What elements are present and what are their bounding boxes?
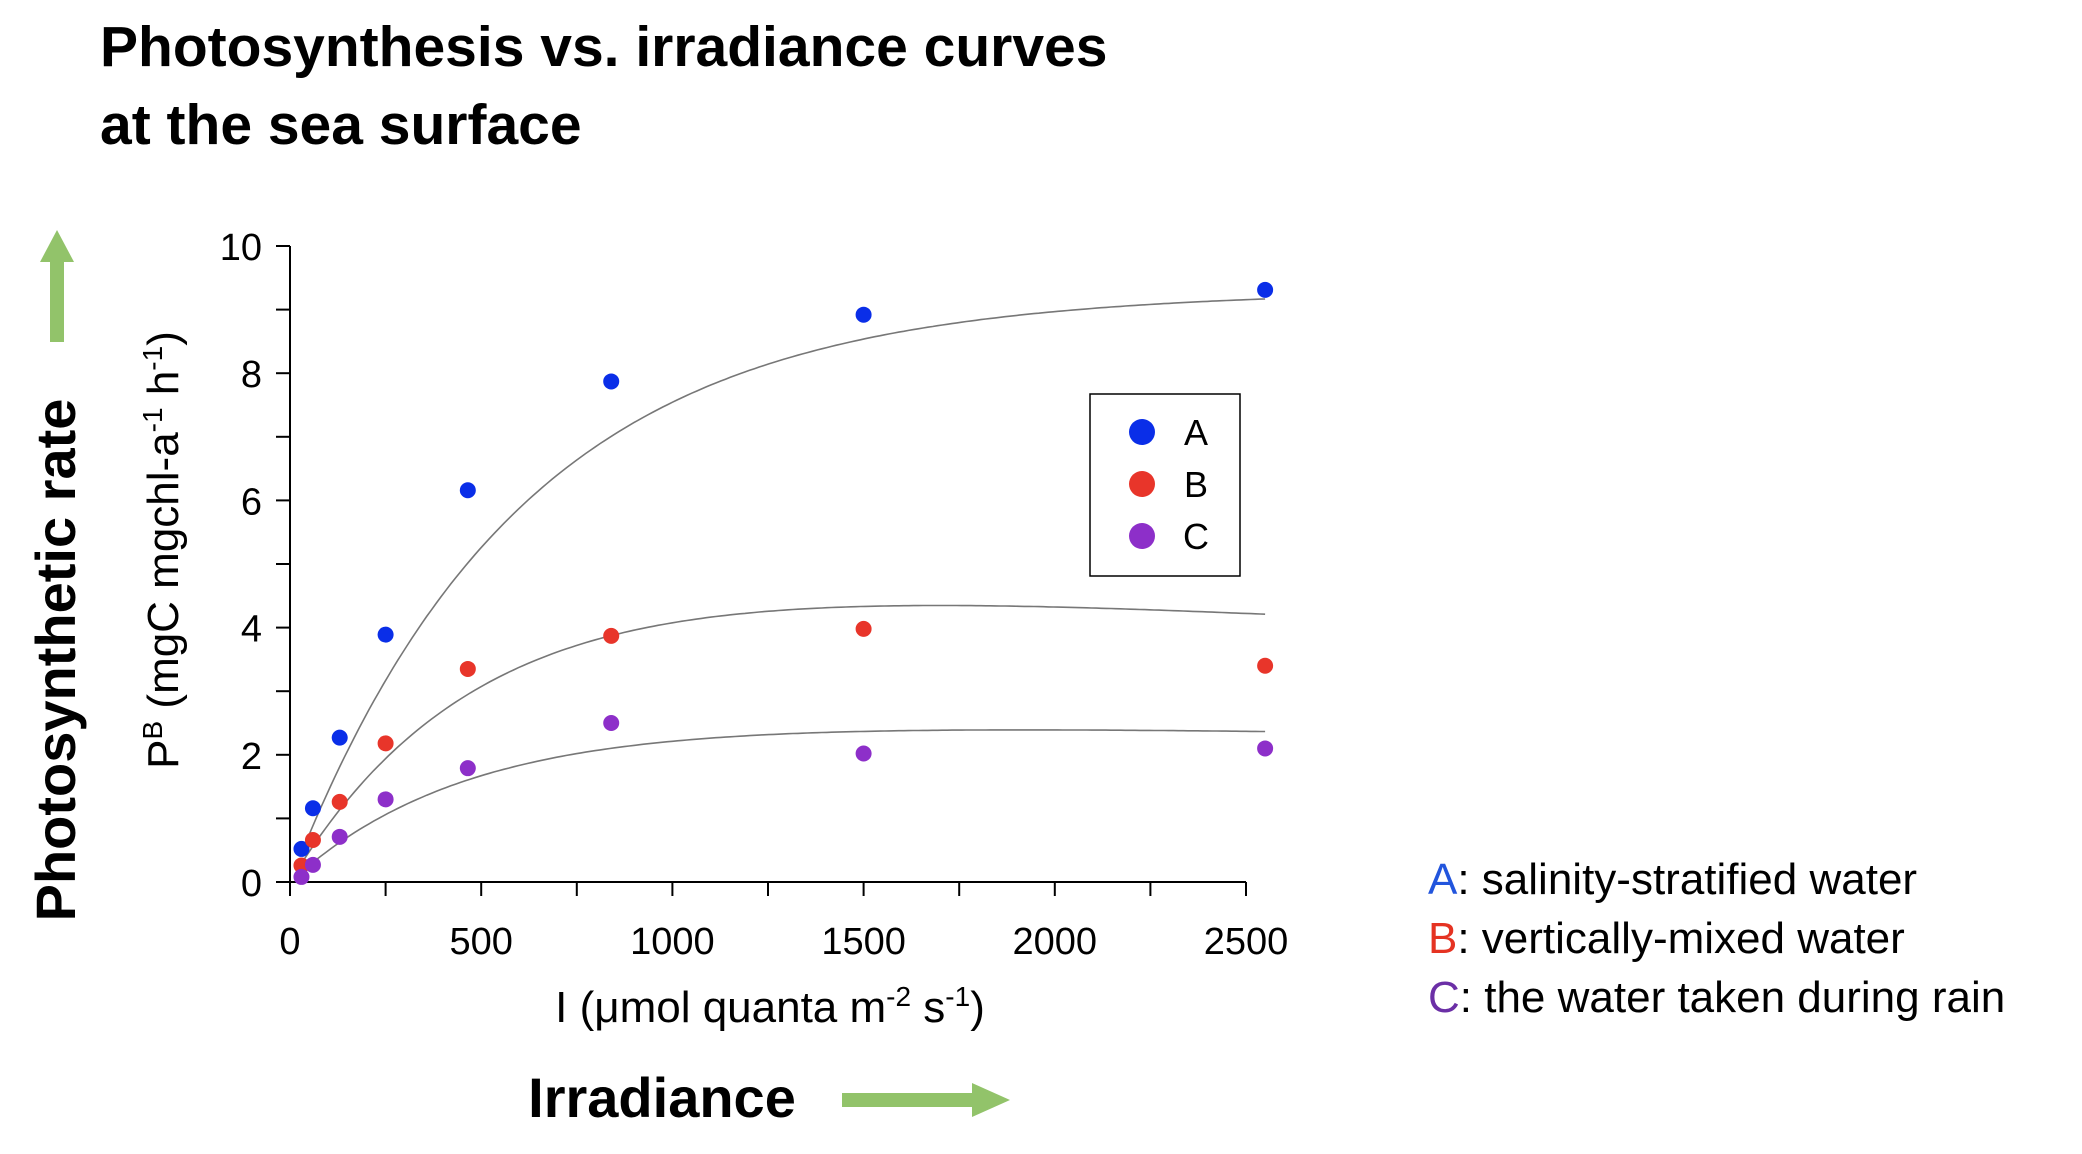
x-tick-label: 2500 — [1204, 921, 1289, 963]
note-a: A: salinity-stratified water — [1428, 850, 2005, 909]
note-c-letter: C — [1428, 973, 1460, 1022]
point-c — [459, 760, 476, 777]
x-axis-label: I (μmol quanta m-2 s-1) — [555, 981, 985, 1032]
legend-label-a: A — [1184, 412, 1208, 453]
point-c — [331, 828, 348, 845]
point-b — [293, 857, 310, 874]
y-arrow-head-icon — [40, 230, 74, 262]
ylabel-mid: h — [139, 371, 188, 408]
ylabel-sup-2: -1 — [137, 346, 168, 371]
plot-axes: 0 2 4 6 8 10 0 500 1000 1500 2000 2500 — [220, 227, 1289, 963]
xlabel-sup-1: -2 — [886, 981, 911, 1012]
xlabel-mid: s — [911, 983, 945, 1032]
point-a — [293, 840, 310, 857]
y-tick-label: 4 — [241, 609, 262, 651]
y-tick-label: 8 — [241, 354, 262, 396]
point-a — [603, 373, 620, 390]
ylabel-sup-1: -1 — [137, 407, 168, 432]
title-line-2: at the sea surface — [100, 93, 582, 157]
series-descriptions: A: salinity-stratified water B: vertical… — [1428, 850, 2005, 1027]
point-c — [293, 868, 310, 885]
point-b — [331, 793, 348, 810]
point-a — [855, 306, 872, 323]
x-arrow-head-icon — [972, 1083, 1010, 1117]
xlabel-sup-2: -1 — [945, 981, 970, 1012]
point-c — [603, 715, 620, 731]
fit-curve-b — [300, 604, 1266, 864]
point-b — [304, 832, 321, 849]
point-b — [855, 620, 872, 637]
ylabel-end: ) — [139, 331, 188, 346]
point-a — [459, 482, 476, 499]
x-tick-label: 500 — [449, 921, 512, 963]
point-c — [1257, 740, 1274, 757]
point-c — [304, 856, 321, 873]
x-direction-arrow-icon — [842, 1093, 975, 1107]
legend: ABC — [1089, 393, 1241, 577]
note-b-letter: B — [1428, 914, 1458, 963]
x-tick-label: 1000 — [630, 921, 715, 963]
x-direction-label: Irradiance — [528, 1066, 796, 1129]
title-line-1: Photosynthesis vs. irradiance curves — [100, 15, 1108, 79]
point-b — [377, 735, 394, 752]
legend-label-c: C — [1183, 516, 1209, 557]
point-b — [603, 627, 620, 644]
x-tick-label: 1500 — [821, 921, 906, 963]
legend-marker-b — [1129, 471, 1155, 497]
xlabel-main: I (μmol quanta m — [555, 983, 886, 1032]
legend-marker-a — [1129, 419, 1155, 445]
svg-text:I (μmol quanta m-2 s-1): I (μmol quanta m-2 s-1) — [555, 981, 985, 1032]
legend-marker-c — [1129, 523, 1155, 549]
ylabel-main: (mgC mgchl-a — [139, 432, 188, 721]
note-c-text: : the water taken during rain — [1459, 973, 2006, 1022]
y-tick-label: 2 — [241, 736, 262, 778]
ylabel-p: P — [139, 740, 188, 769]
point-b — [1257, 657, 1274, 674]
y-tick-label: 0 — [241, 863, 262, 905]
x-tick-label: 2000 — [1013, 921, 1098, 963]
fit-curve-a — [300, 298, 1266, 854]
point-a — [377, 626, 394, 643]
point-c — [855, 745, 872, 762]
y-tick-label: 10 — [220, 227, 262, 269]
legend-items: ABC — [1129, 412, 1209, 557]
note-a-letter: A — [1428, 855, 1458, 904]
big-x-label-group: Irradiance — [528, 1066, 1010, 1129]
x-tick-label: 0 — [279, 921, 300, 963]
y-direction-arrow-icon — [50, 260, 64, 342]
note-c: C: the water taken during rain — [1428, 968, 2005, 1027]
point-a — [304, 800, 321, 817]
legend-box — [1089, 393, 1241, 577]
y-axis-label: PB (mgC mgchl-a-1 h-1) — [137, 331, 188, 769]
y-direction-label: Photosynthetic rate — [24, 399, 87, 922]
big-y-label-group: Photosynthetic rate — [24, 230, 87, 921]
point-a — [331, 729, 348, 746]
point-c — [377, 791, 394, 808]
svg-text:PB (mgC mgchl-a-1 h-1): PB (mgC mgchl-a-1 h-1) — [137, 331, 188, 769]
point-a — [1257, 281, 1274, 298]
legend-label-b: B — [1184, 464, 1208, 505]
chart-title: Photosynthesis vs. irradiance curves at … — [100, 8, 1107, 164]
xlabel-end: ) — [970, 983, 985, 1032]
data-points — [293, 281, 1274, 885]
point-b — [459, 660, 476, 677]
y-tick-label: 6 — [241, 481, 262, 523]
fit-curve-c — [300, 729, 1266, 873]
note-b: B: vertically-mixed water — [1428, 909, 2005, 968]
note-b-text: : vertically-mixed water — [1457, 914, 1905, 963]
note-a-text: : salinity-stratified water — [1457, 855, 1918, 904]
ylabel-p-sup: B — [137, 721, 168, 740]
fit-curves — [300, 298, 1266, 873]
